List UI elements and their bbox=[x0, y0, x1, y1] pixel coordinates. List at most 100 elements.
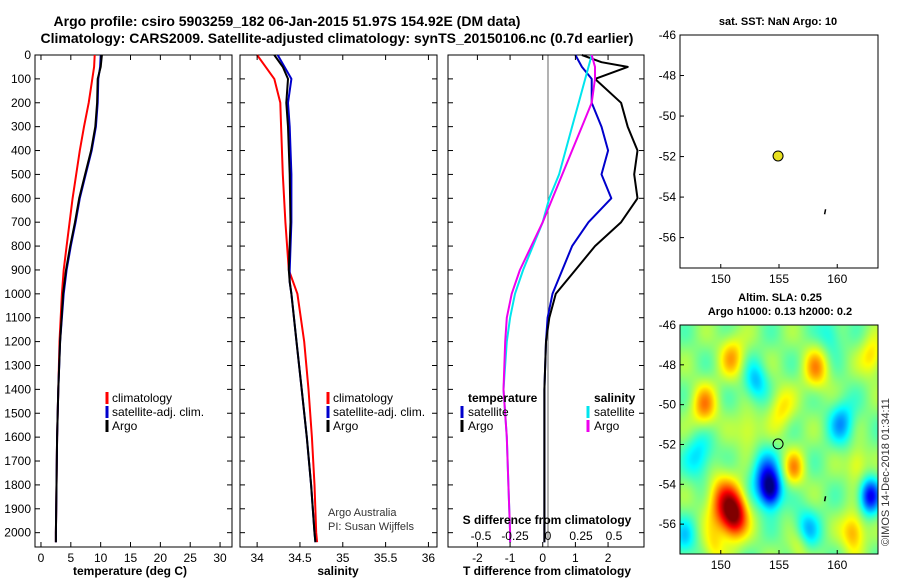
argo-profile-location bbox=[772, 438, 784, 450]
x-tick-label: 1 bbox=[572, 551, 579, 565]
figure-title-line2: Climatology: CARS2009. Satellite-adjuste… bbox=[41, 30, 634, 46]
figure-title-line1: Argo profile: csiro 5903259_182 06-Jan-2… bbox=[54, 13, 521, 29]
difference-xlabel: T difference from climatology bbox=[463, 564, 631, 578]
s-tick-label: 0.5 bbox=[606, 529, 623, 543]
sla-map-title1: Altim. SLA: 0.25 bbox=[738, 292, 822, 304]
difference-legend: temperature satellite Argo salinity sate… bbox=[460, 391, 636, 433]
depth-tick-label: 200 bbox=[11, 96, 31, 110]
s-tick-label: -0.25 bbox=[501, 529, 529, 543]
legend-s-argo-label: Argo bbox=[594, 419, 620, 433]
temperature-ticks: 0 5 10 15 20 25 300100200300400500600700800900… bbox=[4, 48, 232, 565]
sst-map-marks bbox=[772, 150, 827, 215]
x-tick-label: 15 bbox=[124, 551, 138, 565]
previous-profile-mark bbox=[823, 496, 827, 502]
legend-climatology-label: climatology bbox=[112, 391, 172, 405]
depth-tick-label: 600 bbox=[11, 191, 31, 205]
credit-argo-australia: Argo Australia bbox=[328, 507, 397, 519]
x-tick-label: 30 bbox=[213, 551, 227, 565]
map-y-tick-label: -54 bbox=[659, 190, 677, 204]
x-tick-label: 10 bbox=[94, 551, 108, 565]
s-tick-label: 0 bbox=[545, 529, 552, 543]
depth-tick-label: 400 bbox=[11, 144, 31, 158]
map-y-tick-label: -50 bbox=[659, 398, 677, 412]
depth-tick-label: 2000 bbox=[4, 526, 31, 540]
sst-map-ticks: 150 155 160 -46 -48 -50 -52 -54 -56 bbox=[659, 28, 848, 286]
temperature-panel: 0 5 10 15 20 25 300100200300400500600700800900… bbox=[4, 48, 233, 578]
depth-tick-label: 1500 bbox=[4, 406, 31, 420]
depth-tick-label: 1800 bbox=[4, 478, 31, 492]
salinity-series-group bbox=[256, 54, 319, 543]
series-line-s-satellite bbox=[502, 54, 593, 543]
argo-profile-location bbox=[772, 150, 784, 162]
map-y-tick-label: -52 bbox=[659, 437, 677, 451]
map-x-tick-label: 155 bbox=[769, 558, 789, 572]
legend-argo-label: Argo bbox=[333, 419, 359, 433]
x-tick-label: 34.5 bbox=[288, 551, 312, 565]
temperature-legend: climatology satellite-adj. clim. Argo bbox=[105, 391, 204, 433]
depth-tick-label: 0 bbox=[24, 48, 31, 62]
map-x-tick-label: 160 bbox=[827, 272, 847, 286]
map-x-tick-label: 155 bbox=[769, 272, 789, 286]
difference-ticks: -2 -1 0 1 2 bbox=[448, 54, 644, 565]
depth-tick-label: 1200 bbox=[4, 335, 31, 349]
x-tick-label: 2 bbox=[605, 551, 612, 565]
x-tick-label: 0 bbox=[539, 551, 546, 565]
x-tick-label: 36 bbox=[422, 551, 436, 565]
difference-axes-frame bbox=[447, 54, 645, 548]
series-line-climatology bbox=[256, 54, 319, 543]
map-x-tick-label: 160 bbox=[827, 558, 847, 572]
map-x-tick-label: 150 bbox=[711, 272, 731, 286]
temperature-axes-frame bbox=[34, 54, 233, 548]
series-line-argo bbox=[273, 54, 317, 543]
depth-tick-label: 100 bbox=[11, 72, 31, 86]
sla-heatmap bbox=[680, 325, 878, 554]
depth-tick-label: 1900 bbox=[4, 502, 31, 516]
legend-satellite-label: satellite-adj. clim. bbox=[333, 405, 425, 419]
depth-tick-label: 500 bbox=[11, 167, 31, 181]
depth-tick-label: 900 bbox=[11, 263, 31, 277]
legend-temperature-title: temperature bbox=[468, 391, 538, 405]
s-difference-label: S difference from climatology bbox=[463, 513, 632, 527]
x-tick-label: -1 bbox=[505, 551, 516, 565]
s-tick-label: -0.5 bbox=[471, 529, 492, 543]
legend-salinity-title: salinity bbox=[594, 391, 636, 405]
legend-t-satellite-label: satellite bbox=[468, 405, 509, 419]
temperature-series-group bbox=[54, 54, 103, 543]
credit-pi: PI: Susan Wijffels bbox=[328, 521, 414, 533]
depth-tick-label: 1000 bbox=[4, 287, 31, 301]
sst-map-panel: sat. SST: NaN Argo: 10 150 155 160 -46 -48 -5… bbox=[659, 16, 879, 286]
sla-map-panel: Altim. SLA: 0.25 Argo h1000: 0.13 h2000:… bbox=[659, 292, 892, 572]
legend-argo-label: Argo bbox=[112, 419, 138, 433]
previous-profile-mark bbox=[823, 209, 827, 215]
salinity-legend: climatology satellite-adj. clim. Argo bbox=[326, 391, 425, 433]
sla-map-title2: Argo h1000: 0.13 h2000: 0.2 bbox=[708, 306, 852, 318]
sla-map-ticks: 150 155 160 -46 -48 -50 -52 -54 -56 bbox=[659, 318, 848, 572]
depth-tick-label: 300 bbox=[11, 120, 31, 134]
map-y-tick-label: -48 bbox=[659, 358, 677, 372]
map-y-tick-label: -50 bbox=[659, 109, 677, 123]
legend-climatology-label: climatology bbox=[333, 391, 393, 405]
x-tick-label: 5 bbox=[67, 551, 74, 565]
depth-tick-label: 1400 bbox=[4, 382, 31, 396]
depth-tick-label: 1100 bbox=[5, 311, 31, 325]
salinity-panel: 34 34.5 35 35.5 36 salinity climatology sate… bbox=[239, 54, 438, 578]
map-y-tick-label: -52 bbox=[659, 150, 677, 164]
s-tick-label: 0.25 bbox=[569, 529, 593, 543]
x-tick-label: 35 bbox=[336, 551, 350, 565]
depth-tick-label: 1300 bbox=[4, 358, 31, 372]
x-tick-label: 20 bbox=[154, 551, 168, 565]
legend-t-argo-label: Argo bbox=[468, 419, 494, 433]
difference-panel: -2 -1 0 1 2 T difference from climatology S … bbox=[447, 54, 645, 578]
depth-tick-label: 700 bbox=[11, 215, 31, 229]
series-line-argo bbox=[54, 54, 103, 543]
map-y-tick-label: -46 bbox=[659, 318, 677, 332]
imos-credit: ©IMOS 14-Dec-2018 01:34:11 bbox=[880, 398, 892, 546]
sla-heatmap-container bbox=[680, 325, 878, 554]
sla-map-marks bbox=[772, 438, 827, 502]
temperature-xlabel: temperature (deg C) bbox=[73, 564, 187, 578]
x-tick-label: 0 bbox=[38, 551, 45, 565]
difference-series-group bbox=[502, 54, 639, 543]
map-y-tick-label: -48 bbox=[659, 69, 677, 83]
depth-tick-label: 1700 bbox=[4, 454, 31, 468]
series-line-s-argo bbox=[502, 54, 596, 543]
